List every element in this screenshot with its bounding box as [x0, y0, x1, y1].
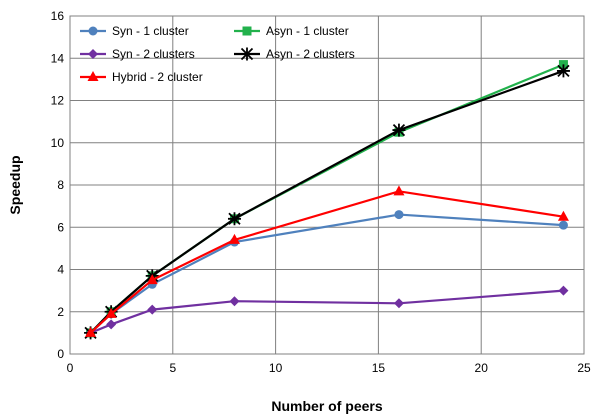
- data-point: [229, 296, 240, 307]
- x-tick-label: 5: [169, 361, 176, 375]
- data-point: [146, 274, 158, 285]
- data-point: [393, 185, 405, 196]
- data-point: [85, 326, 97, 337]
- series-2: [85, 285, 569, 338]
- legend-item: Syn - 1 cluster: [80, 24, 189, 38]
- y-tick-label: 8: [57, 178, 64, 192]
- data-point: [105, 307, 117, 318]
- y-axis-title: Speedup: [7, 155, 23, 214]
- data-point: [558, 220, 568, 230]
- gridlines: [69, 15, 585, 355]
- data-point: [557, 210, 569, 221]
- x-tick-label: 15: [372, 361, 386, 375]
- y-tick-label: 4: [57, 263, 64, 277]
- data-point: [393, 298, 404, 309]
- legend-item: Hybrid - 2 cluster: [80, 70, 203, 84]
- data-point: [147, 304, 158, 315]
- legend-marker: [87, 71, 99, 81]
- data-point: [228, 233, 240, 244]
- y-tick-labels: 0 2 4 6 8 10 12 14 16: [51, 9, 65, 361]
- y-tick-label: 10: [51, 136, 65, 150]
- y-tick-label: 14: [51, 51, 65, 65]
- data-point: [394, 210, 404, 220]
- legend-marker: [88, 26, 98, 36]
- legend-item: Asyn - 1 cluster: [234, 24, 349, 38]
- series-4: [85, 185, 569, 337]
- x-tick-label: 10: [269, 361, 283, 375]
- legend-marker: [242, 26, 252, 36]
- x-tick-label: 20: [475, 361, 489, 375]
- data-point: [106, 319, 117, 330]
- series-group: [84, 60, 570, 340]
- legend-marker: [240, 47, 254, 61]
- legend-label: Hybrid - 2 cluster: [112, 70, 203, 84]
- y-tick-label: 6: [57, 220, 64, 234]
- legend-item: Asyn - 2 clusters: [234, 47, 355, 61]
- legend-item: Syn - 2 clusters: [80, 47, 195, 61]
- x-axis-title: Number of peers: [271, 398, 382, 414]
- x-tick-label: 25: [577, 361, 591, 375]
- data-point: [392, 123, 406, 137]
- x-tick-labels: 0 5 10 15 20 25: [67, 361, 591, 375]
- x-tick-label: 0: [67, 361, 74, 375]
- legend-label: Syn - 2 clusters: [112, 47, 195, 61]
- legend-label: Syn - 1 cluster: [112, 24, 189, 38]
- data-point: [556, 64, 570, 78]
- data-point: [558, 285, 569, 296]
- legend-label: Asyn - 1 cluster: [266, 24, 349, 38]
- legend-marker: [88, 49, 98, 59]
- y-tick-label: 12: [51, 94, 65, 108]
- legend-label: Asyn - 2 clusters: [266, 47, 355, 61]
- legend: Syn - 1 cluster Asyn - 1 cluster Syn - 2 c…: [80, 24, 355, 84]
- y-tick-label: 2: [57, 305, 64, 319]
- y-tick-label: 16: [51, 9, 65, 23]
- data-point: [227, 212, 241, 226]
- y-tick-label: 0: [57, 347, 64, 361]
